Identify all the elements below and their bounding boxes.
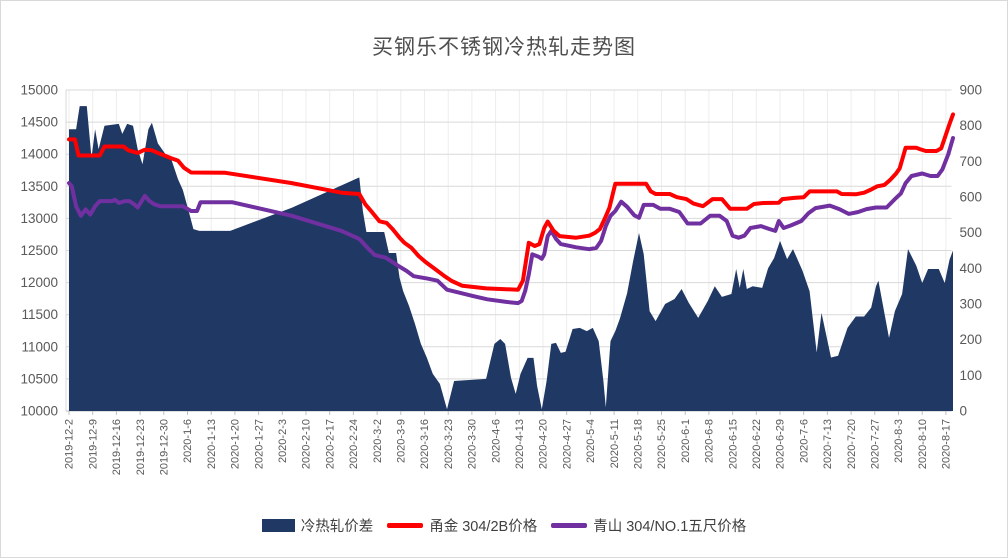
x-axis-date-label: 2020-8-10 bbox=[917, 419, 929, 469]
left-axis-tick-label: 11500 bbox=[21, 307, 58, 322]
x-axis-date-label: 2020-5-18 bbox=[633, 419, 645, 469]
left-axis-tick-label: 13500 bbox=[20, 179, 58, 194]
left-axis-tick-label: 13000 bbox=[20, 211, 58, 226]
right-axis-tick-label: 900 bbox=[960, 83, 983, 98]
trend-chart-plot: 15000 14500 14000 13500 13000 12500 12000 11500… bbox=[20, 83, 983, 476]
left-axis-tick-label: 11000 bbox=[21, 339, 58, 354]
purple-line-swatch-icon bbox=[551, 523, 588, 528]
left-axis-tick-label: 10000 bbox=[20, 404, 58, 419]
x-axis-date-label: 2020-4-27 bbox=[561, 419, 573, 469]
x-axis-date-label: 2020-6-15 bbox=[727, 419, 739, 469]
x-axis-date-label: 2019-12-30 bbox=[159, 419, 171, 475]
right-axis-tick-label: 100 bbox=[960, 368, 983, 383]
x-axis-date-label: 2020-1-6 bbox=[182, 419, 194, 463]
right-axis-tick-label: 200 bbox=[960, 332, 983, 347]
x-axis-date-label: 2020-3-30 bbox=[467, 419, 479, 469]
x-axis-date-label: 2020-3-23 bbox=[443, 419, 455, 469]
x-axis-date-label: 2020-7-13 bbox=[822, 419, 834, 469]
x-axis-date-label: 2020-8-3 bbox=[893, 419, 905, 463]
x-axis-date-label: 2020-8-17 bbox=[941, 419, 953, 469]
x-axis-date-label: 2019-12-2 bbox=[64, 419, 76, 469]
legend-item-yongjin-price: 甬金 304/2B价格 bbox=[387, 515, 537, 536]
red-line-swatch-icon bbox=[387, 523, 424, 528]
x-axis-date-label: 2020-5-11 bbox=[609, 419, 621, 468]
x-axis-date-label: 2020-5-4 bbox=[585, 419, 597, 463]
right-axis-tick-label: 0 bbox=[960, 404, 968, 419]
left-axis-tick-label: 14500 bbox=[20, 115, 58, 130]
x-axis-date-label: 2020-6-22 bbox=[751, 419, 763, 469]
x-axis-date-label: 2020-2-10 bbox=[301, 419, 313, 469]
x-axis-date-label: 2020-3-9 bbox=[396, 419, 408, 463]
yongjin-price-line-series bbox=[67, 112, 955, 292]
x-axis-date-label: 2020-6-1 bbox=[680, 419, 692, 463]
chart-title: 买钢乐不锈钢冷热轧走势图 bbox=[372, 35, 636, 59]
x-axis-date-label: 2020-4-13 bbox=[514, 419, 526, 469]
chart-legend: 冷热轧价差 甬金 304/2B价格 青山 304/NO.1五尺价格 bbox=[1, 515, 1007, 536]
x-axis-date-label: 2020-6-8 bbox=[704, 419, 716, 463]
legend-item-qingshan-price: 青山 304/NO.1五尺价格 bbox=[551, 515, 746, 536]
x-axis-date-label: 2020-2-3 bbox=[277, 419, 289, 463]
x-axis-date-label: 2020-7-20 bbox=[846, 419, 858, 469]
x-axis-date-label: 2019-12-23 bbox=[135, 419, 147, 475]
x-axis-date-label: 2019-12-9 bbox=[87, 419, 99, 469]
x-axis-date-label: 2020-1-13 bbox=[206, 419, 218, 469]
x-axis-date-label: 2020-7-6 bbox=[798, 419, 810, 463]
x-axis-date-label: 2020-5-25 bbox=[656, 419, 668, 469]
left-axis-tick-label: 10500 bbox=[20, 371, 58, 386]
x-axis-date-label: 2020-3-16 bbox=[419, 419, 431, 469]
x-axis-date-label: 2019-12-16 bbox=[111, 419, 123, 475]
left-axis-tick-label: 12500 bbox=[20, 243, 58, 258]
right-axis-tick-label: 700 bbox=[960, 154, 983, 169]
x-axis-date-label: 2020-2-17 bbox=[324, 419, 336, 469]
left-axis-tick-label: 15000 bbox=[20, 83, 58, 98]
right-axis-tick-label: 400 bbox=[960, 261, 983, 276]
x-axis-date-label: 2020-2-24 bbox=[348, 419, 360, 469]
left-axis-tick-label: 12000 bbox=[20, 275, 58, 290]
right-axis-tick-label: 300 bbox=[960, 297, 983, 312]
left-axis-tick-label: 14000 bbox=[20, 147, 58, 162]
qingshan-price-line-series bbox=[67, 136, 955, 306]
legend-label-qingshan-price: 青山 304/NO.1五尺价格 bbox=[593, 519, 747, 535]
x-axis-date-label: 2020-6-29 bbox=[775, 419, 787, 469]
right-axis-tick-label: 800 bbox=[960, 118, 983, 133]
price-spread-area-series bbox=[69, 106, 953, 411]
right-axis-tick-label: 600 bbox=[960, 190, 983, 205]
x-axis-date-label: 2020-7-27 bbox=[870, 419, 882, 469]
legend-label-price-spread: 冷热轧价差 bbox=[300, 519, 374, 535]
area-swatch-icon bbox=[261, 519, 295, 532]
x-axis-date-label: 2020-3-2 bbox=[372, 419, 384, 463]
legend-label-yongjin-price: 甬金 304/2B价格 bbox=[429, 519, 538, 535]
legend-item-price-spread: 冷热轧价差 bbox=[261, 515, 374, 536]
right-axis-tick-label: 500 bbox=[960, 225, 983, 240]
x-axis-date-label: 2020-4-20 bbox=[538, 419, 550, 469]
x-axis-date-label: 2020-1-20 bbox=[230, 419, 242, 469]
x-axis-date-label: 2020-4-6 bbox=[490, 419, 502, 463]
x-axis-date-label: 2020-1-27 bbox=[253, 419, 265, 469]
